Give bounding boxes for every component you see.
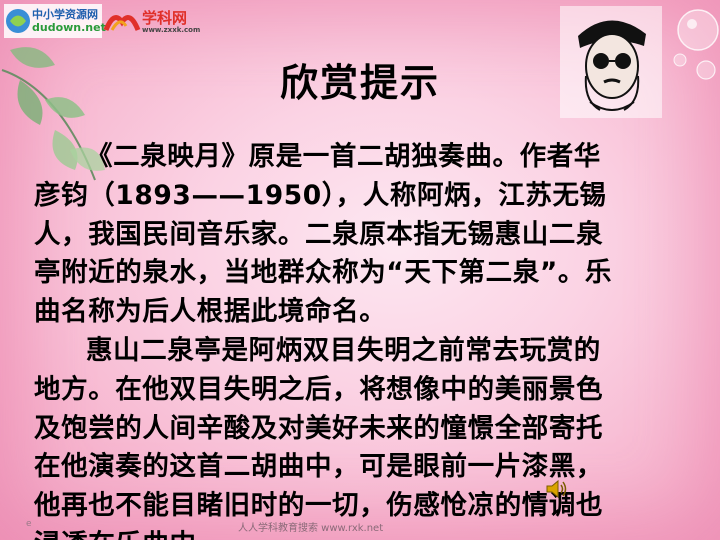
page-title: 欣赏提示 xyxy=(279,61,440,105)
paragraph-line: 地方。在他双目失明之后，将想像中的美丽景色 xyxy=(34,373,604,405)
site2-url: www.zxxk.com xyxy=(142,26,201,34)
paragraph-line: 彦钧（1893——1950），人称阿炳，江苏无锡 xyxy=(34,179,607,211)
portrait-icon xyxy=(560,6,662,118)
paragraph-line: 浸透在乐曲中。 xyxy=(34,526,704,540)
footer-watermark: 人人学科教育搜索 www.rxk.net xyxy=(238,523,384,534)
paragraph-line: 《二泉映月》原是一首二胡独奏曲。作者华 xyxy=(86,141,601,172)
site2-name: 学科网 xyxy=(142,9,188,27)
paragraph-line: 他再也不能目睹旧时的一切，伤感怆凉的情调也 xyxy=(34,490,604,522)
leaf-icon xyxy=(1,47,105,181)
site-logo-zxxk xyxy=(104,15,141,31)
site-logo-dudown xyxy=(4,4,102,38)
logo-bar: 中小学资源网 dudown.net 学科网 www.zxxk.com xyxy=(4,4,200,38)
site1-url: dudown.net xyxy=(32,21,106,34)
paragraph-line: 亭附近的泉水，当地群众称为“天下第二泉”。乐 xyxy=(34,257,613,289)
footer-mark: e xyxy=(26,519,32,529)
paragraph-line: 惠山二泉亭是阿炳双目失明之前常去玩赏的 xyxy=(86,334,601,366)
paragraph-line: 及饱尝的人间辛酸及对美好未来的憧憬全部寄托 xyxy=(34,412,604,444)
paragraph-line: 人，我国民间音乐家。二泉原本指无锡惠山二泉 xyxy=(34,218,604,250)
bubble-icon xyxy=(673,9,719,80)
speaker-icon[interactable] xyxy=(545,478,569,500)
site1-name: 中小学资源网 xyxy=(32,8,98,21)
paragraph-line: 曲名称为后人根据此境命名。 xyxy=(34,296,387,328)
paragraph-line: 在他演奏的这首二胡曲中，可是眼前一片漆黑， xyxy=(34,451,604,483)
body-text: 《二泉映月》原是一首二胡独奏曲。作者华 彦钧（1893——1950），人称阿炳，… xyxy=(34,138,704,540)
